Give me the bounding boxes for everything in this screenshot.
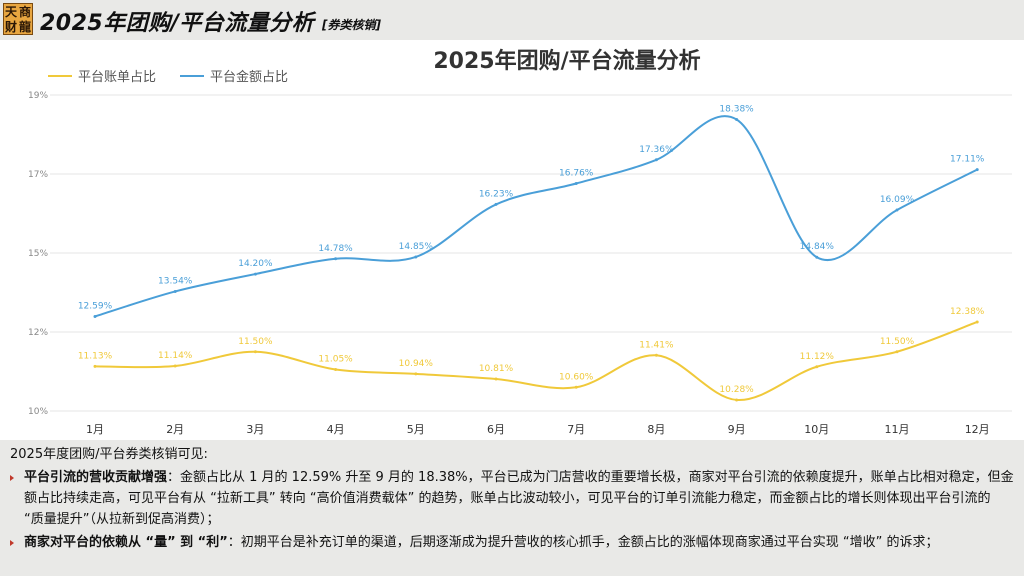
data-label: 11.14%: [158, 351, 193, 361]
notes: 2025年度团购/平台券类核销可见: 平台引流的营收贡献增强：金额占比从 1 月…: [0, 442, 1024, 576]
data-point: [173, 289, 177, 293]
data-label: 16.09%: [880, 195, 915, 205]
data-label: 10.81%: [479, 364, 514, 374]
x-tick-label: 2月: [166, 423, 184, 436]
bullet-heading: 平台引流的营收贡献增强: [24, 470, 168, 485]
data-label: 16.76%: [559, 168, 594, 178]
data-point: [975, 168, 979, 172]
data-point: [253, 350, 257, 354]
data-point: [574, 181, 578, 185]
x-tick-label: 1月: [86, 423, 104, 436]
data-label: 14.84%: [800, 242, 835, 252]
data-point: [93, 364, 97, 368]
y-tick-label: 12%: [28, 328, 48, 338]
data-point: [253, 272, 257, 276]
y-tick-label: 15%: [28, 249, 48, 259]
data-point: [334, 257, 338, 261]
x-tick-label: 8月: [647, 423, 665, 436]
data-point: [334, 368, 338, 372]
page-title: 2025年团购/平台流量分析: [40, 11, 315, 36]
brand-logo: 天 商 财 龍: [3, 3, 33, 35]
data-point: [414, 372, 418, 376]
data-label: 11.12%: [800, 352, 835, 362]
data-label: 14.85%: [399, 242, 434, 252]
data-point: [975, 320, 979, 324]
data-label: 10.28%: [719, 385, 754, 395]
legend-label-bill: 平台账单占比: [78, 70, 156, 85]
data-label: 14.20%: [238, 259, 273, 269]
x-tick-label: 6月: [487, 423, 505, 436]
data-point: [574, 385, 578, 389]
data-label: 12.38%: [950, 307, 985, 317]
data-point: [494, 377, 498, 381]
data-label: 18.38%: [719, 104, 754, 114]
logo-char: 天: [4, 4, 17, 19]
data-label: 10.94%: [399, 359, 434, 369]
x-tick-label: 12月: [965, 423, 990, 436]
data-label: 11.13%: [78, 351, 113, 361]
series-line-bill: [94, 321, 978, 401]
data-label: 10.60%: [559, 372, 594, 382]
data-point: [895, 350, 899, 354]
data-point: [815, 255, 819, 259]
data-label: 14.78%: [318, 244, 353, 254]
chart-panel: 2025年团购/平台流量分析 平台账单占比 平台金额占比 10% 12% 15% 17…: [0, 40, 1024, 440]
x-tick-label: 7月: [567, 423, 585, 436]
x-tick-label: 5月: [407, 423, 425, 436]
bullet-marker-icon: [10, 475, 14, 481]
x-tick-label: 3月: [246, 423, 264, 436]
legend-label-amount: 平台金额占比: [210, 69, 288, 85]
data-label: 17.11%: [950, 155, 985, 165]
data-label: 11.50%: [880, 337, 915, 347]
data-point: [494, 202, 498, 206]
chart-title: 2025年团购/平台流量分析: [433, 48, 700, 74]
data-point: [654, 158, 658, 162]
line-chart: 2025年团购/平台流量分析 平台账单占比 平台金额占比 10% 12% 15% 17…: [28, 48, 1012, 436]
bullet-text: ：初期平台是补充订单的渠道，后期逐渐成为提升营收的核心抓手，金额占比的涨幅体现商…: [227, 535, 939, 550]
bullet-item: 平台引流的营收贡献增强：金额占比从 1 月的 12.59% 升至 9 月的 18…: [10, 467, 1014, 530]
data-point: [414, 255, 418, 259]
legend: 平台账单占比 平台金额占比: [48, 69, 288, 85]
data-point: [735, 398, 739, 402]
bullet-heading: 商家对平台的依赖从 “量” 到 “利”: [24, 535, 228, 550]
y-tick-label: 17%: [28, 170, 48, 180]
x-tick-label: 9月: [728, 423, 746, 436]
data-label: 16.23%: [479, 189, 514, 199]
series-line-amount: [94, 115, 978, 318]
logo-char: 龍: [18, 19, 31, 34]
data-label: 17.36%: [639, 145, 674, 155]
logo-char: 财: [4, 19, 17, 34]
bullet-marker-icon: [10, 540, 14, 546]
x-tick-label: 4月: [327, 423, 345, 436]
data-label: 11.41%: [639, 340, 674, 350]
data-point: [815, 365, 819, 369]
data-point: [654, 353, 658, 357]
data-point: [735, 117, 739, 121]
data-label: 12.59%: [78, 301, 113, 311]
y-tick-label: 10%: [28, 407, 48, 417]
bullet-item: 商家对平台的依赖从 “量” 到 “利”：初期平台是补充订单的渠道，后期逐渐成为提…: [10, 532, 1014, 553]
y-tick-label: 19%: [28, 91, 48, 101]
bullet-text: ：金额占比从 1 月的 12.59% 升至 9 月的 18.38%，平台已成为门…: [24, 470, 1014, 527]
logo-char: 商: [18, 4, 31, 19]
data-point: [895, 208, 899, 212]
data-point: [173, 364, 177, 368]
data-point: [93, 314, 97, 318]
x-tick-label: 11月: [885, 423, 910, 436]
header: 天 商 财 龍 2025年团购/平台流量分析 [券类核销]: [0, 0, 1024, 40]
data-label: 11.05%: [318, 355, 353, 365]
page-subtitle: [券类核销]: [322, 18, 381, 32]
data-label: 13.54%: [158, 276, 193, 286]
x-tick-label: 10月: [804, 423, 829, 436]
data-label: 11.50%: [238, 337, 273, 347]
notes-intro: 2025年度团购/平台券类核销可见:: [10, 447, 208, 462]
